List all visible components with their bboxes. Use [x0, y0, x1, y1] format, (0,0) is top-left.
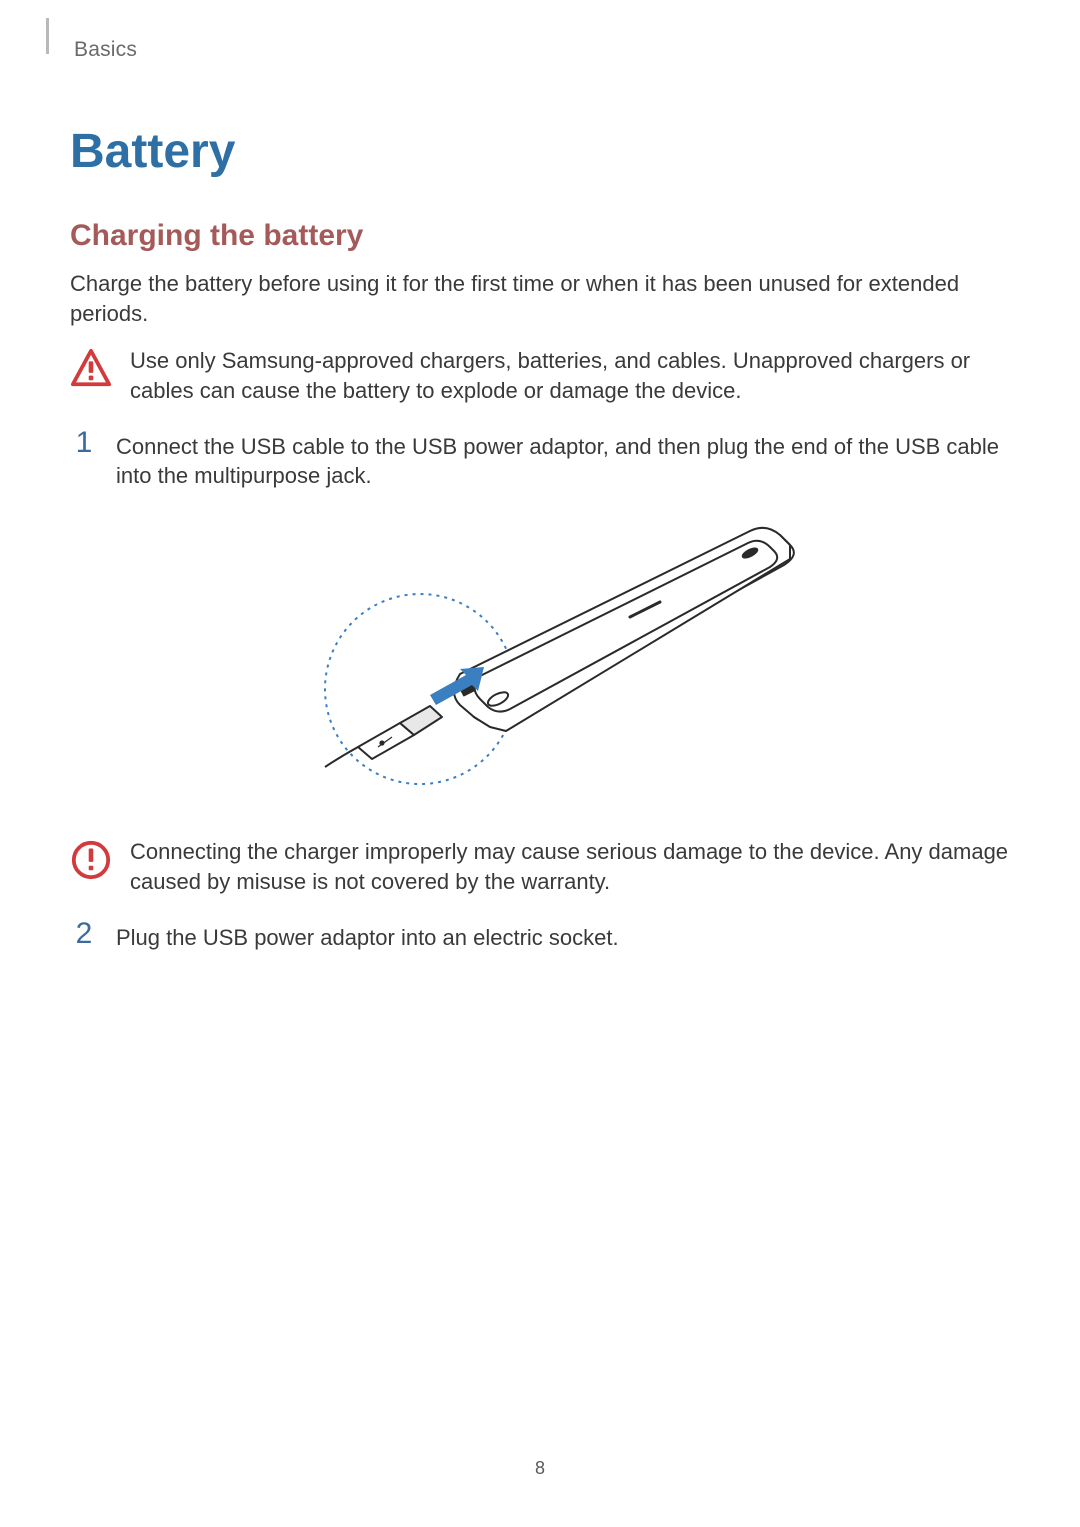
warning-text: Use only Samsung-approved chargers, batt… — [130, 346, 1010, 405]
breadcrumb: Basics — [74, 38, 1010, 62]
step-2: 2 Plug the USB power adaptor into an ele… — [70, 919, 1010, 953]
caution-icon — [70, 839, 112, 881]
warning-icon — [70, 348, 112, 390]
intro-text: Charge the battery before using it for t… — [70, 269, 1010, 328]
step-number: 1 — [70, 428, 98, 458]
page-title: Battery — [70, 124, 1010, 179]
figure-container — [70, 509, 1010, 809]
header-divider — [46, 18, 49, 54]
charging-diagram — [280, 509, 800, 809]
step-1: 1 Connect the USB cable to the USB power… — [70, 428, 1010, 491]
warning-callout: Use only Samsung-approved chargers, batt… — [70, 346, 1010, 405]
step-number: 2 — [70, 919, 98, 949]
step-text: Plug the USB power adaptor into an elect… — [116, 919, 619, 953]
caution-callout: Connecting the charger improperly may ca… — [70, 837, 1010, 896]
manual-page: Basics Battery Charging the battery Char… — [0, 0, 1080, 1527]
caution-text: Connecting the charger improperly may ca… — [130, 837, 1010, 896]
page-number: 8 — [0, 1458, 1080, 1479]
section-heading: Charging the battery — [70, 219, 1010, 253]
step-text: Connect the USB cable to the USB power a… — [116, 428, 1010, 491]
